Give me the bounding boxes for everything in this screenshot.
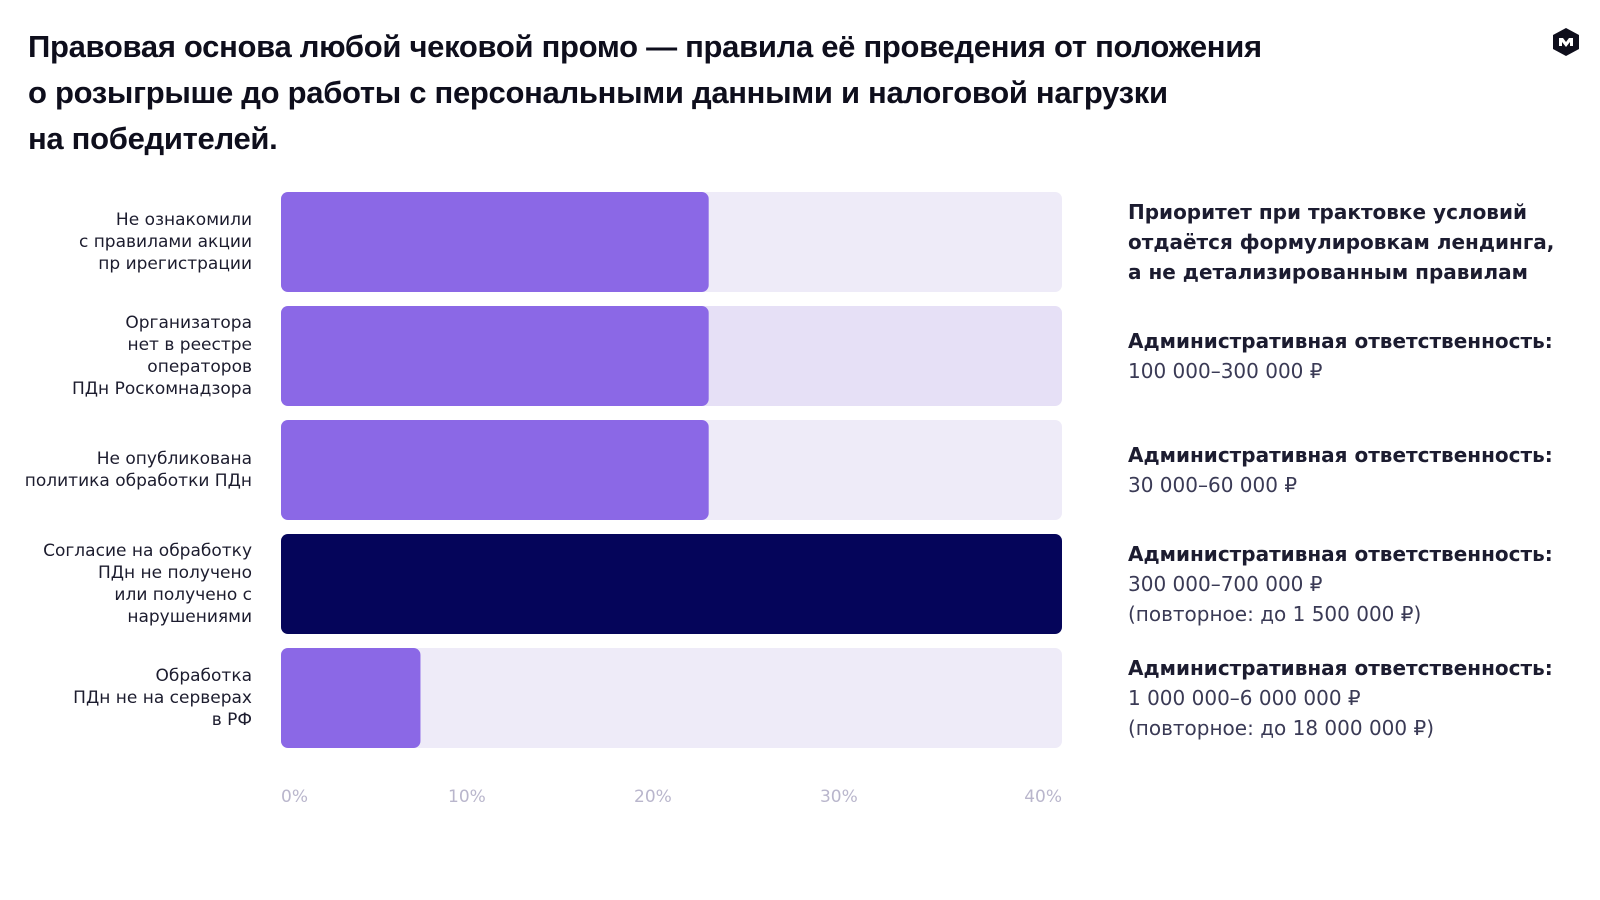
x-tick-label: 0% bbox=[281, 787, 308, 807]
annotation-heading: Административная ответственность: bbox=[1128, 656, 1553, 680]
category-label: Не опубликована политика обработки ПДн bbox=[12, 420, 252, 520]
annotation-detail: 300 000–700 000 ₽ bbox=[1128, 572, 1323, 596]
category-label: Не ознакомили с правилами акции пр ирегист… bbox=[12, 192, 252, 292]
category-label-line: Не ознакомили bbox=[115, 210, 252, 230]
brand-logo-icon bbox=[1553, 28, 1579, 56]
category-label-line: в РФ bbox=[211, 710, 252, 730]
category-label-line: нарушениями bbox=[127, 607, 252, 627]
title-line: о розыгрыше до работы с персональными да… bbox=[28, 75, 1168, 110]
annotation: Приоритет при трактовке условий отдаётся … bbox=[1128, 186, 1578, 298]
annotation: Административная ответственность: 30 000–… bbox=[1128, 414, 1578, 526]
category-label-line: ПДн не получено bbox=[97, 563, 252, 583]
x-tick-label: 20% bbox=[634, 787, 672, 807]
annotation-detail: 1 000 000–6 000 000 ₽ bbox=[1128, 686, 1361, 710]
bar bbox=[281, 192, 709, 292]
category-label-line: Не опубликована bbox=[96, 449, 252, 469]
annotation-detail: (повторное: до 1 500 000 ₽) bbox=[1128, 602, 1422, 626]
bar bbox=[281, 534, 1062, 634]
category-label-line: пр ирегистрации bbox=[98, 254, 252, 274]
bar bbox=[281, 306, 709, 406]
annotation-heading: Административная ответственность: bbox=[1128, 542, 1553, 566]
page-title: Правовая основа любой чековой промо — пр… bbox=[28, 24, 1468, 162]
category-label-line: Обработка bbox=[155, 666, 252, 686]
bar bbox=[281, 648, 421, 748]
annotation-heading: а не детализированным правилам bbox=[1128, 260, 1528, 284]
annotation: Административная ответственность: 300 000… bbox=[1128, 528, 1578, 640]
title-line: Правовая основа любой чековой промо — пр… bbox=[28, 29, 1262, 64]
category-label-line: ПДн Роскомнадзора bbox=[71, 379, 252, 399]
category-label-line: или получено с bbox=[114, 585, 252, 605]
x-tick-label: 10% bbox=[448, 787, 486, 807]
category-label: Согласие на обработку ПДн не получено или … bbox=[12, 534, 252, 634]
category-label-line: Согласие на обработку bbox=[43, 541, 252, 561]
annotation-detail: 30 000–60 000 ₽ bbox=[1128, 473, 1298, 497]
category-label-line: с правилами акции bbox=[78, 232, 252, 252]
category-label-line: Организатора bbox=[125, 313, 252, 333]
category-label: Обработка ПДн не на серверах в РФ bbox=[12, 648, 252, 748]
x-tick-label: 40% bbox=[1024, 787, 1062, 807]
category-label-line: ПДн не на серверах bbox=[73, 688, 252, 708]
annotation-heading: Приоритет при трактовке условий bbox=[1128, 200, 1527, 224]
annotation-detail: 100 000–300 000 ₽ bbox=[1128, 359, 1323, 383]
annotation: Административная ответственность: 1 000 0… bbox=[1128, 642, 1578, 754]
category-label-line: операторов bbox=[147, 357, 252, 377]
bar bbox=[281, 420, 709, 520]
category-label: Организатора нет в реестре операторов ПДн Р… bbox=[12, 306, 252, 406]
category-label-line: политика обработки ПДн bbox=[24, 471, 252, 491]
annotation-heading: Административная ответственность: bbox=[1128, 443, 1553, 467]
annotation-heading: отдаётся формулировкам лендинга, bbox=[1128, 230, 1555, 254]
title-line: на победителей. bbox=[28, 121, 278, 156]
category-label-line: нет в реестре bbox=[127, 335, 252, 355]
bar-track bbox=[281, 648, 1062, 748]
annotation-detail: (повторное: до 18 000 000 ₽) bbox=[1128, 716, 1435, 740]
x-tick-label: 30% bbox=[820, 787, 858, 807]
annotation: Административная ответственность: 100 000… bbox=[1128, 300, 1578, 412]
annotation-heading: Административная ответственность: bbox=[1128, 329, 1553, 353]
